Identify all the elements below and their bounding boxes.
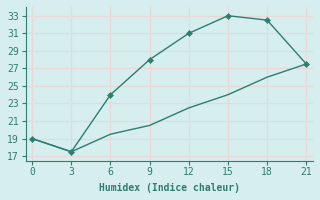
X-axis label: Humidex (Indice chaleur): Humidex (Indice chaleur) — [99, 183, 240, 193]
